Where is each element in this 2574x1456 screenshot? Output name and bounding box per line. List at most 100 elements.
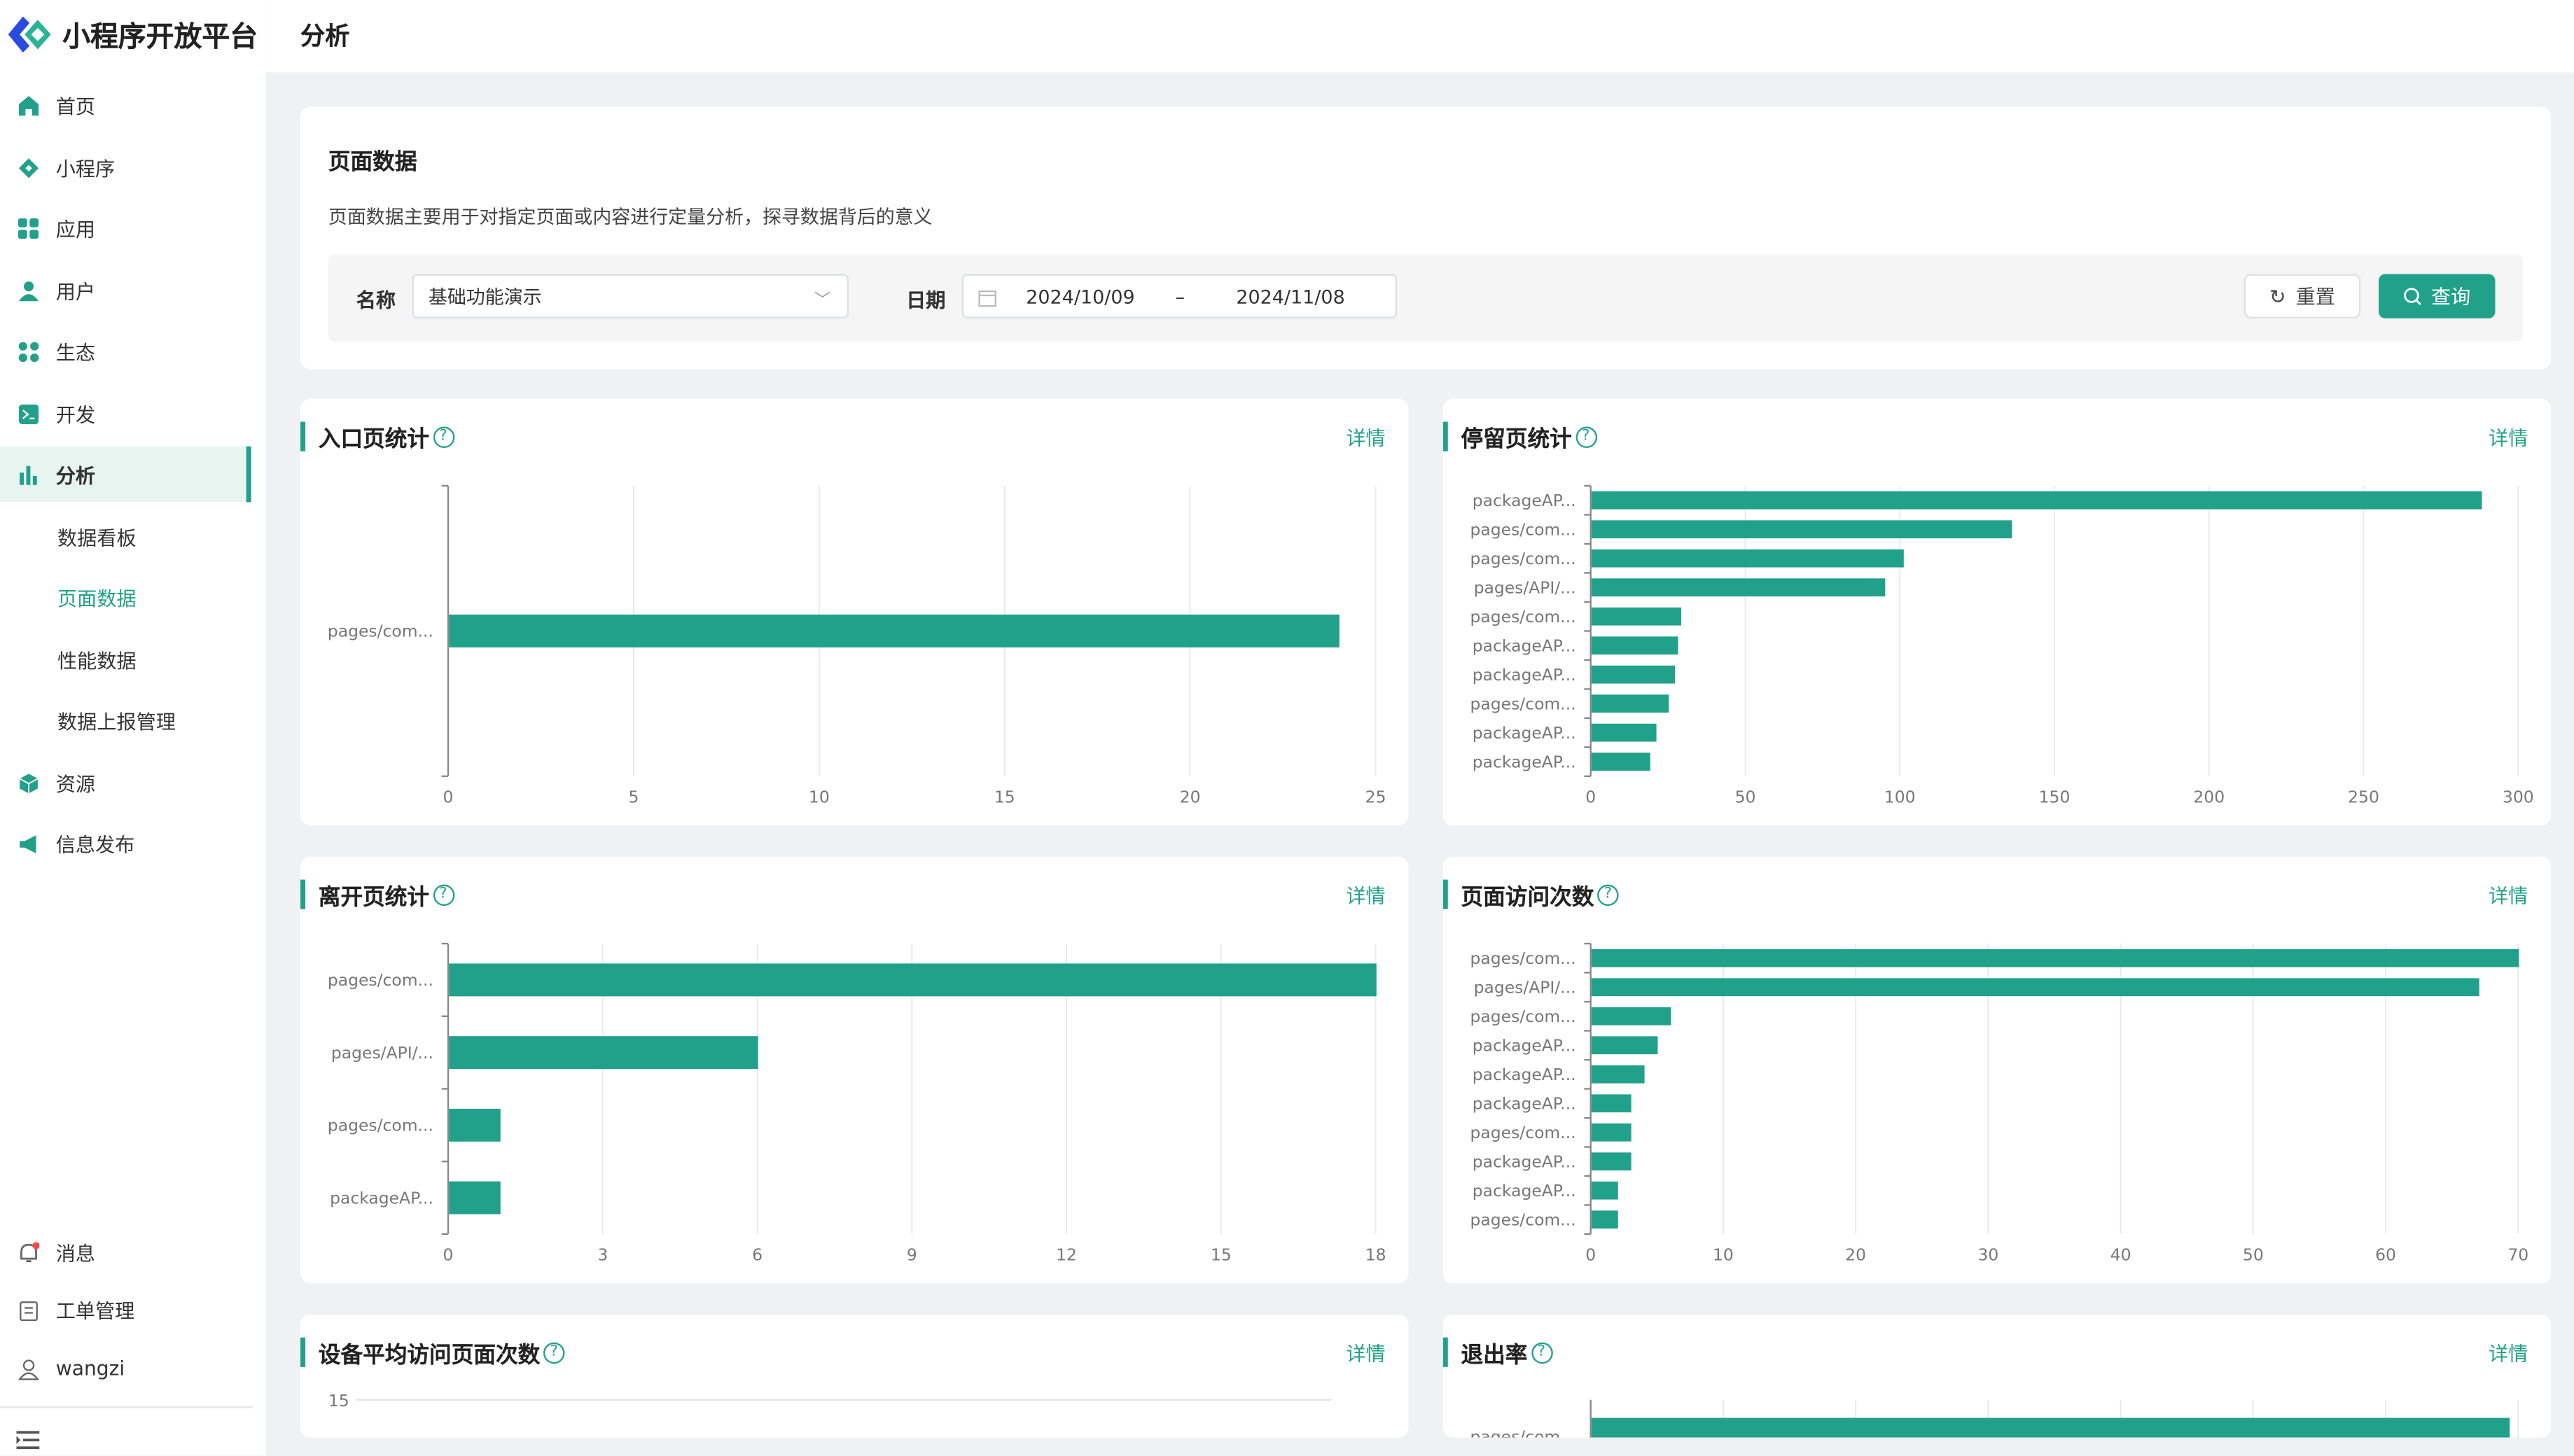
sidebar-item-生态[interactable]: 生态 [0,323,251,379]
sidebar-item-label: 工单管理 [55,1298,135,1322]
y-tick-label: packageAP... [1473,1181,1576,1200]
name-select-value: 基础功能演示 [428,284,542,308]
x-tick-label: 25 [1365,787,1386,806]
terminal-icon [18,403,39,424]
sidebar-item-工单管理[interactable]: 工单管理 [0,1282,251,1338]
y-tick-label: pages/API/... [331,1043,433,1063]
sidebar-item-消息[interactable]: 消息 [0,1224,251,1280]
x-tick-label: 3 [597,1245,608,1264]
sidebar-item-wangzi[interactable]: wangzi [0,1340,251,1396]
sidebar-item-label: 数据看板 [57,526,137,550]
y-tick-label: 15 [328,1391,349,1410]
x-tick-label: 6 [752,1245,763,1264]
bar [1591,491,2482,510]
chart-plot: 0 3 6 9 12 15 18 pages/com... pages/API/... pages… [328,942,1386,1264]
sidebar-item-label: 信息发布 [55,832,135,856]
detail-link[interactable]: 详情 [1346,884,1386,908]
x-tick-label: 0 [1585,1245,1596,1264]
bar [1591,978,2479,997]
bar [1591,1007,1671,1026]
detail-link[interactable]: 详情 [2489,426,2528,450]
bell-icon [18,1241,40,1263]
y-tick-label: packageAP... [1473,1035,1576,1055]
chart-plot: pages/com... [1470,1399,2519,1438]
help-icon[interactable]: ? [543,1341,565,1364]
sidebar-item-资源[interactable]: 资源 [0,755,251,811]
chart-plot: 0 5 10 15 20 25 pages/com... [328,484,1386,806]
x-tick-label: 9 [907,1245,917,1264]
bar [1591,1210,1618,1229]
calendar-icon [978,290,997,307]
y-tick-label: pages/com... [1470,948,1576,968]
help-icon[interactable]: ? [1597,883,1619,905]
help-icon[interactable]: ? [432,883,454,905]
home-icon [18,94,39,115]
help-icon[interactable]: ? [432,426,454,447]
bar [449,1108,501,1142]
bar [1591,549,1904,568]
bar [449,614,1340,648]
date-range-picker[interactable]: 2024/10/09 – 2024/11/08 [961,274,1398,318]
sidebar-item-用户[interactable]: 用户 [0,262,251,318]
detail-link[interactable]: 详情 [2489,1342,2528,1366]
chart-plot: 0 50 100 150 200 250 300 packageAP... pages/com.… [1470,484,2534,806]
query-button[interactable]: 查询 [2379,274,2496,318]
chart-title-text: 退出率 [1461,1342,1528,1369]
chart-card: 退出率? 详情 pages/com... [1442,1314,2552,1438]
sidebar-item-首页[interactable]: 首页 [0,77,251,133]
detail-link[interactable]: 详情 [1346,1342,1386,1366]
x-tick-label: 18 [1365,1245,1386,1264]
bar [1591,694,1669,713]
sidebar-item-应用[interactable]: 应用 [0,200,251,256]
name-select[interactable]: 基础功能演示 ﹀ [412,274,849,318]
reset-button[interactable]: ↻ 重置 [2243,274,2361,318]
sidebar-item-label: 生态 [55,340,96,364]
sidebar-item-小程序[interactable]: 小程序 [0,139,251,195]
sidebar-item-label: 消息 [55,1241,96,1265]
x-tick-label: 40 [2110,1245,2131,1264]
x-tick-label: 0 [443,787,454,806]
y-tick-label: packageAP... [1473,723,1576,743]
header: 分析 [265,0,2574,73]
chart-title: 停留页统计? [1442,421,1596,453]
date-start[interactable]: 2024/10/09 [1026,285,1135,309]
detail-link[interactable]: 详情 [2489,884,2528,908]
chart-title: 设备平均访问页面次数? [300,1337,565,1368]
date-end[interactable]: 2024/11/08 [1236,285,1345,309]
y-tick-label: pages/com... [328,1116,433,1135]
x-tick-label: 300 [2503,787,2534,806]
chart-title: 页面访问次数? [1442,879,1619,911]
logo: 小程序开放平台 [6,13,258,54]
chart-title-text: 入口页统计 [318,426,430,454]
sidebar-item-数据上报管理[interactable]: 数据上报管理 [0,692,251,748]
y-tick-label: packageAP... [1473,636,1576,655]
sidebar-item-label: 用户 [55,279,96,303]
chart-title-text: 离开页统计 [318,884,430,911]
help-icon[interactable]: ? [1575,426,1596,447]
sidebar-item-信息发布[interactable]: 信息发布 [0,816,251,872]
y-tick-label: pages/com... [1470,519,1576,539]
y-tick-label: packageAP... [1473,1152,1576,1171]
help-icon[interactable]: ? [1531,1341,1552,1364]
x-tick-label: 50 [1735,787,1756,806]
detail-link[interactable]: 详情 [1346,426,1386,450]
sidebar-item-开发[interactable]: 开发 [0,386,251,442]
bar [1591,723,1657,742]
y-tick-label: pages/API/... [1474,578,1576,597]
sidebar-item-label: 首页 [55,94,96,118]
sidebar-item-数据看板[interactable]: 数据看板 [0,509,251,565]
bar [1591,1123,1632,1142]
bar [1591,948,2519,967]
sidebar: 小程序开放平台 首页小程序 应用用户生态开发 分析数据看板页面数据性能数据 数据上报管… [0,0,266,1456]
bar [1591,1094,1632,1113]
sidebar-item-分析[interactable]: 分析 [0,446,251,503]
collapse-menu-icon[interactable] [16,1426,43,1450]
sidebar-item-label: 页面数据 [57,587,137,610]
sidebar-item-页面数据[interactable]: 页面数据 [0,570,251,626]
x-tick-label: 30 [1977,1245,1998,1264]
sidebar-item-性能数据[interactable]: 性能数据 [0,632,251,688]
x-tick-label: 60 [2375,1245,2396,1264]
bar [449,963,1377,997]
bar [449,1036,758,1070]
bar [1591,1152,1632,1171]
